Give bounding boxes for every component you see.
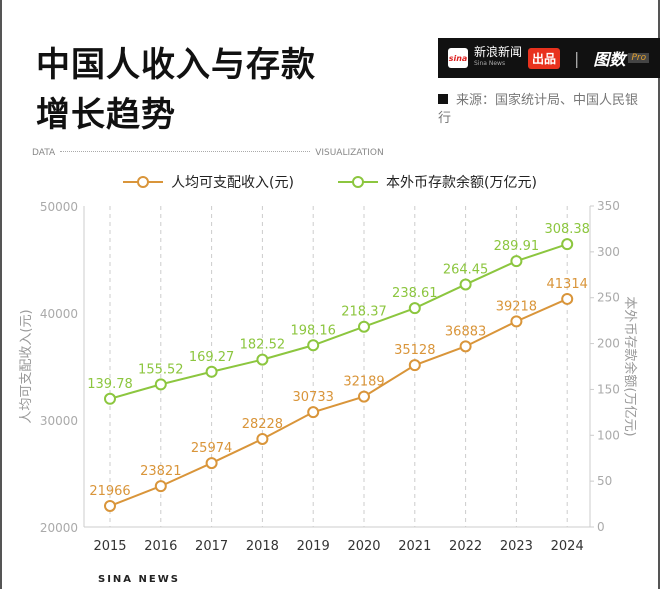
y-tick-label: 40000	[40, 307, 78, 321]
brand-badge: 出品	[528, 47, 561, 69]
y2-tick-label: 200	[597, 337, 620, 351]
data-point	[256, 432, 269, 445]
data-label: 32189	[343, 375, 384, 390]
data-point	[256, 353, 269, 366]
data-label: 41314	[547, 277, 588, 292]
data-label: 35128	[394, 343, 435, 358]
data-point	[408, 359, 421, 372]
data-point	[510, 315, 523, 328]
y2-tick-label: 350	[597, 199, 620, 213]
data-point	[307, 406, 320, 419]
data-point	[510, 255, 523, 268]
data-visualization-header: DATA VISUALIZATION	[32, 148, 384, 158]
data-label: 28228	[242, 417, 283, 432]
data-label: 218.37	[341, 305, 387, 320]
y2-tick-label: 250	[597, 291, 620, 305]
x-tick-label: 2018	[246, 539, 279, 554]
page-title: 中国人收入与存款 增长趋势	[36, 40, 316, 140]
y2-axis-label: 本外币存款余额(万亿元)	[622, 296, 638, 436]
data-label: 21966	[89, 484, 130, 499]
data-label: 308.38	[544, 222, 590, 237]
x-tick-label: 2020	[347, 539, 380, 554]
data-point	[358, 320, 370, 333]
data-label: 289.91	[494, 239, 540, 254]
data-point	[358, 390, 370, 403]
data-point	[561, 238, 574, 251]
title-line-2: 增长趋势	[36, 95, 176, 135]
y-tick-label: 30000	[40, 414, 78, 428]
data-point	[205, 365, 218, 378]
data-point	[408, 302, 421, 315]
data-label: 238.61	[392, 286, 438, 301]
y-tick-label: 50000	[40, 200, 78, 214]
brand-name: 新浪新闻 Sina News	[474, 45, 523, 67]
x-tick-label: 2022	[449, 539, 482, 554]
data-point	[561, 292, 574, 305]
x-tick-label: 2023	[500, 539, 533, 554]
x-tick-label: 2016	[144, 539, 177, 554]
sina-logo-icon: sina	[448, 48, 468, 68]
data-point	[154, 480, 167, 493]
data-point	[307, 339, 320, 352]
y2-tick-label: 0	[597, 520, 605, 534]
data-point	[154, 378, 167, 391]
brand-bar: sina 新浪新闻 Sina News 出品 | 图数 Pro	[438, 38, 660, 78]
data-label: 169.27	[189, 350, 235, 365]
data-label: 39218	[496, 299, 537, 314]
x-tick-label: 2019	[297, 539, 330, 554]
source-note: 来源：国家统计局、中国人民银行	[438, 93, 639, 126]
series-line-0	[109, 298, 568, 507]
data-point	[459, 340, 472, 353]
data-label: 198.16	[290, 323, 336, 338]
footer: SINA NEWS	[98, 574, 180, 585]
data-label: 36883	[445, 324, 486, 339]
y2-tick-label: 100	[597, 428, 620, 442]
data-point	[104, 392, 116, 405]
square-icon	[438, 94, 448, 104]
y2-tick-label: 300	[597, 245, 620, 259]
data-label: 264.45	[443, 262, 489, 277]
legend: 人均可支配收入(元) 本外币存款余额(万亿元)	[0, 172, 660, 192]
data-label: 30733	[293, 390, 334, 405]
y-axis-label: 人均可支配收入(元)	[19, 309, 34, 423]
data-point	[104, 499, 116, 512]
data-label: 155.52	[138, 362, 184, 377]
data-label: 182.52	[240, 338, 286, 353]
x-tick-label: 2015	[93, 539, 126, 554]
y2-tick-label: 150	[597, 382, 620, 396]
y2-tick-label: 50	[597, 474, 612, 488]
data-point	[205, 457, 218, 470]
y-tick-label: 20000	[40, 521, 78, 535]
x-tick-label: 2017	[195, 539, 228, 554]
x-tick-label: 2021	[398, 539, 431, 554]
data-label: 139.78	[87, 377, 133, 392]
legend-income: 人均可支配收入(元)	[123, 172, 294, 192]
data-point	[459, 278, 472, 291]
title-line-1: 中国人收入与存款	[36, 45, 316, 85]
legend-deposit: 本外币存款余额(万亿元)	[338, 172, 537, 192]
partner-logo: 图数	[593, 50, 626, 69]
x-tick-label: 2024	[551, 539, 584, 554]
data-label: 23821	[140, 464, 181, 479]
series-line-1	[109, 243, 568, 400]
data-label: 25974	[191, 441, 232, 456]
partner-suffix: Pro	[628, 53, 650, 63]
